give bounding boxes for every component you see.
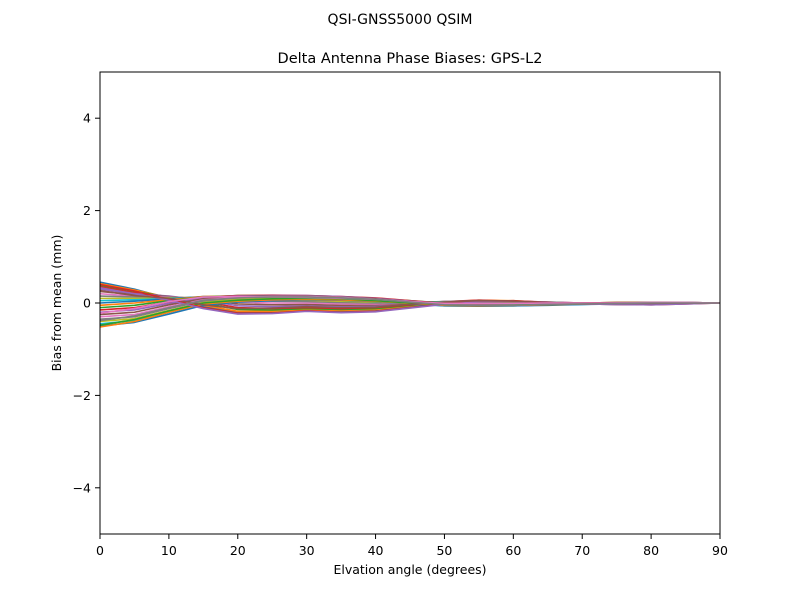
x-tick-label: 90	[712, 543, 728, 558]
x-tick-label: 60	[505, 543, 521, 558]
chart-title: Delta Antenna Phase Biases: GPS-L2	[278, 51, 543, 67]
x-tick-label: 10	[161, 543, 177, 558]
y-tick-label: 4	[83, 111, 91, 126]
x-tick-label: 0	[96, 543, 104, 558]
y-tick-label: −2	[73, 388, 91, 403]
series-line-28	[99, 296, 720, 322]
x-tick-label: 30	[299, 543, 315, 558]
x-axis-ticks: 0 10 20 30 40 50 60 70 80 90	[96, 534, 728, 558]
x-tick-label: 50	[436, 543, 452, 558]
x-tick-label: 80	[643, 543, 659, 558]
series-line-25	[99, 286, 721, 315]
series-layer	[99, 281, 721, 328]
y-tick-label: 0	[83, 296, 91, 311]
y-axis-label: Bias from mean (mm)	[49, 235, 64, 372]
x-tick-label: 70	[574, 543, 590, 558]
x-tick-label: 20	[230, 543, 246, 558]
y-axis-ticks: −4 −2 0 2 4	[73, 111, 100, 495]
x-tick-label: 40	[368, 543, 384, 558]
y-tick-label: −4	[73, 480, 91, 495]
figure-suptitle: QSI-GNSS5000 QSIM	[328, 12, 473, 28]
y-tick-label: 2	[83, 203, 91, 218]
x-axis-label: Elvation angle (degrees)	[333, 562, 486, 577]
